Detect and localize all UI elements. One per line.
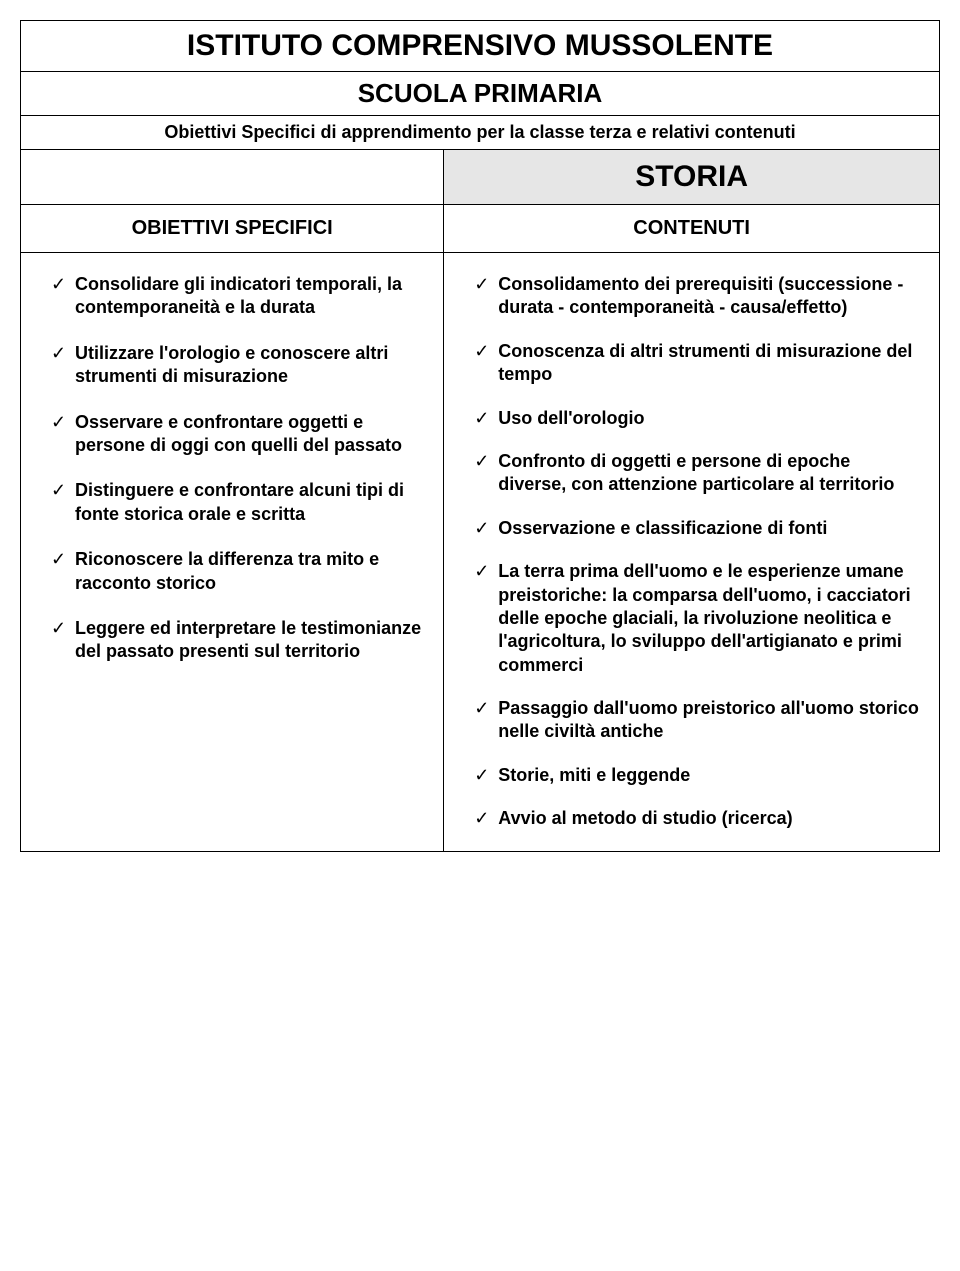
subject-label: STORIA	[443, 150, 939, 204]
list-item: Distinguere e confrontare alcuni tipi di…	[51, 479, 425, 526]
list-item: Passaggio dall'uomo preistorico all'uomo…	[474, 697, 921, 744]
school-title: SCUOLA PRIMARIA	[21, 72, 939, 116]
list-item: Leggere ed interpretare le testimonianze…	[51, 617, 425, 664]
list-item: Consolidamento dei prerequisiti (success…	[474, 273, 921, 320]
document-subtitle: Obiettivi Specifici di apprendimento per…	[21, 116, 939, 150]
column-header-row: OBIETTIVI SPECIFICI CONTENUTI	[21, 205, 939, 253]
list-item: Riconoscere la differenza tra mito e rac…	[51, 548, 425, 595]
list-item: Confronto di oggetti e persone di epoche…	[474, 450, 921, 497]
list-item: Avvio al metodo di studio (ricerca)	[474, 807, 921, 830]
body-row: Consolidare gli indicatori temporali, la…	[21, 253, 939, 851]
list-item: Utilizzare l'orologio e conoscere altri …	[51, 342, 425, 389]
objectives-header: OBIETTIVI SPECIFICI	[21, 205, 443, 252]
objectives-column: Consolidare gli indicatori temporali, la…	[21, 253, 443, 851]
contents-list: Consolidamento dei prerequisiti (success…	[474, 273, 921, 831]
document-table: ISTITUTO COMPRENSIVO MUSSOLENTE SCUOLA P…	[20, 20, 940, 852]
objectives-list: Consolidare gli indicatori temporali, la…	[51, 273, 425, 664]
list-item: Consolidare gli indicatori temporali, la…	[51, 273, 425, 320]
subject-spacer	[21, 150, 443, 204]
contents-column: Consolidamento dei prerequisiti (success…	[443, 253, 939, 851]
contents-header: CONTENUTI	[443, 205, 939, 252]
list-item: Storie, miti e leggende	[474, 764, 921, 787]
list-item: Uso dell'orologio	[474, 407, 921, 430]
list-item: Conoscenza di altri strumenti di misuraz…	[474, 340, 921, 387]
list-item: Osservazione e classificazione di fonti	[474, 517, 921, 540]
subject-row: STORIA	[21, 150, 939, 205]
list-item: Osservare e confrontare oggetti e person…	[51, 411, 425, 458]
institute-title: ISTITUTO COMPRENSIVO MUSSOLENTE	[21, 21, 939, 72]
list-item: La terra prima dell'uomo e le esperienze…	[474, 560, 921, 677]
